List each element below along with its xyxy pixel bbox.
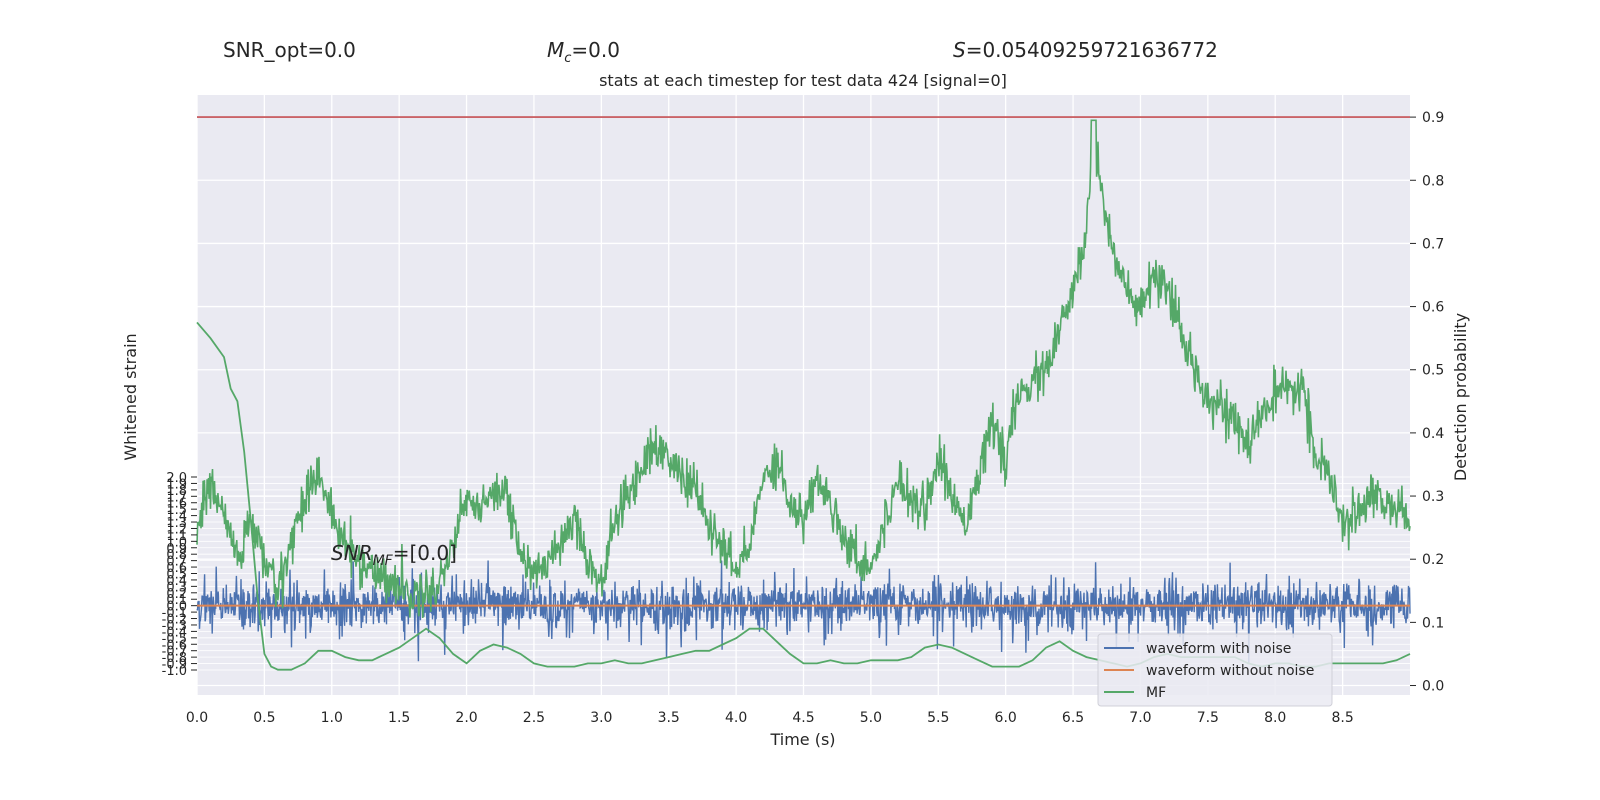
x-tick-label: 7.5 [1197,710,1219,726]
x-tick-label: 3.5 [658,710,680,726]
x-tick-label: 6.5 [1062,710,1084,726]
right-tick-label: 0.2 [1422,552,1444,568]
left-tick-label: -0.4 [162,625,187,640]
snr-mf-sub: MF [373,553,394,569]
legend: waveform with noise waveform without nois… [1097,633,1333,707]
gridlines [196,95,1410,695]
right-tick-label: 0.8 [1422,173,1444,189]
x-tick-label: 3.0 [590,710,612,726]
x-tick-label: 8.5 [1331,710,1353,726]
left-tick-label: -0.9 [162,658,187,673]
x-tick-label: 1.5 [388,710,410,726]
legend-entry: waveform without noise [1146,663,1314,679]
probability-line [196,119,1411,619]
snr-mf-label: SNRMF=[0.0] [331,541,457,569]
left-tick-label: 1.0 [166,535,187,550]
x-tick-label: 7.0 [1129,710,1151,726]
right-tick-label: 0.7 [1422,236,1444,252]
x-tick-label: 4.0 [725,710,747,726]
left-tick-label: 0.6 [166,561,187,576]
left-tick-label: 0.0 [166,600,187,615]
snr-mf-value: =[0.0] [393,541,457,565]
left-tick-label: 1.3 [166,516,187,531]
left-tick-label: 1.1 [166,529,187,544]
left-tick-label: 2.0 [166,471,187,486]
left-tick-label: 0.7 [166,555,187,570]
right-tick-label: 0.3 [1422,489,1444,505]
x-tick-label: 4.5 [792,710,814,726]
left-tick-label: 1.5 [166,503,187,518]
x-tick-label: 5.0 [860,710,882,726]
snr-opt-label: SNR_opt=0.0 [223,38,356,62]
left-tick-label: 1.8 [166,484,187,499]
left-tick-label: 1.4 [166,510,187,525]
x-tick-label: 2.0 [455,710,477,726]
left-axis-ticks: -1.0-0.9-0.8-0.7-0.6-0.5-0.4-0.3-0.2-0.1… [162,471,197,679]
left-tick-label: 0.3 [166,580,187,595]
chirp-mass-label: Mc=0.0 [547,38,620,66]
right-tick-label: 0.1 [1422,615,1444,631]
x-tick-label: 2.5 [523,710,545,726]
right-tick-label: 0.0 [1422,679,1444,695]
noise-line [196,560,1411,664]
left-tick-label: 1.2 [166,522,187,537]
left-tick-label: 1.7 [166,490,187,505]
right-tick-label: 0.5 [1422,363,1444,379]
left-tick-label: 1.6 [166,497,187,512]
left-tick-label: -0.3 [162,619,187,634]
x-axis-ticks: 0.0 0.5 1.0 1.5 2.0 2.5 3.0 3.5 4.0 4.5 5.0 5.5 6.0 6… [186,710,1354,726]
series-detection-probability [196,119,1411,619]
left-tick-label: -0.5 [162,632,187,647]
left-tick-label: 0.9 [166,542,187,557]
x-tick-label: 8.0 [1264,710,1286,726]
left-tick-label: -0.7 [162,645,187,660]
left-tick-label: -0.8 [162,651,187,666]
series-waveform-with-noise [196,560,1411,664]
chart-title: stats at each timestep for test data 424… [599,71,1007,90]
right-tick-label: 0.4 [1422,426,1444,442]
x-tick-label: 0.0 [186,710,208,726]
left-tick-label: 0.4 [166,574,187,589]
right-tick-label: 0.6 [1422,300,1444,316]
legend-entry: waveform with noise [1146,641,1291,657]
snr-mf-symbol: SNR [331,541,373,565]
left-axis-label: Whitened strain [121,333,140,460]
right-tick-label: 0.9 [1422,110,1444,126]
left-tick-label: 0.5 [166,568,187,583]
x-tick-label: 1.0 [321,710,343,726]
left-tick-label: 0.8 [166,548,187,563]
legend-entry: MF [1146,685,1166,701]
x-tick-label: 0.5 [253,710,275,726]
s-label: S=0.05409259721636772 [953,38,1218,62]
left-tick-label: -0.1 [162,606,187,621]
legend-box [1097,633,1333,707]
left-tick-label: 1.9 [166,477,187,492]
left-tick-label: -0.6 [162,638,187,653]
left-tick-label: 0.2 [166,587,187,602]
x-tick-label: 6.0 [995,710,1017,726]
left-tick-label: -1.0 [162,664,187,679]
left-tick-label: -0.2 [162,613,187,628]
x-axis-label: Time (s) [769,730,835,749]
left-tick-label: 0.1 [166,593,187,608]
x-tick-label: 5.5 [927,710,949,726]
right-axis-ticks: 0.0 0.1 0.2 0.3 0.4 0.5 0.6 0.7 0.8 0.9 [1410,110,1444,695]
right-axis-label: Detection probability [1451,313,1470,481]
